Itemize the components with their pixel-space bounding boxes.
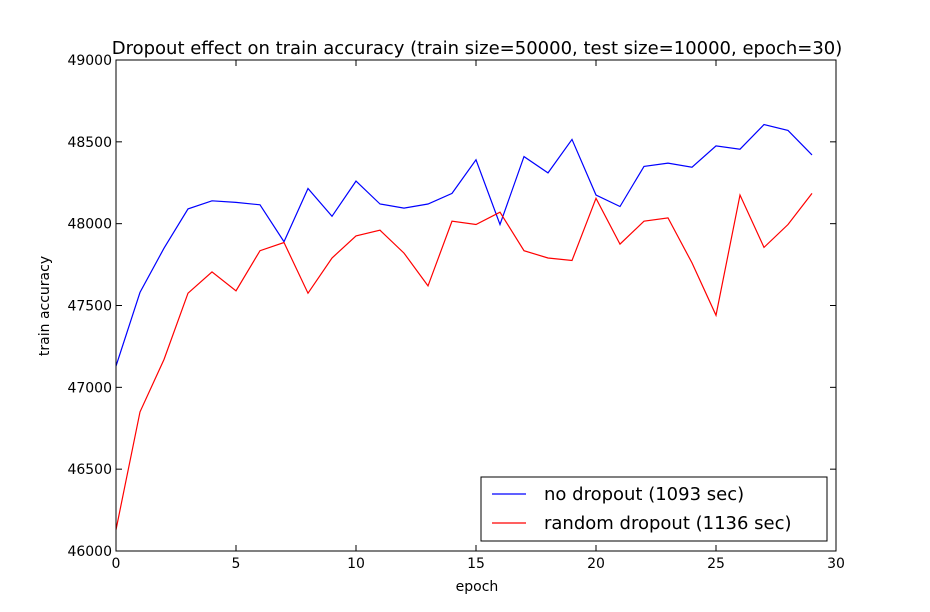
y-tick-label: 46500 <box>67 462 112 478</box>
x-tick-label: 10 <box>347 556 365 572</box>
legend-box <box>480 476 828 542</box>
y-axis-title: train accuracy <box>37 256 53 356</box>
legend-label-2: random dropout (1136 sec) <box>544 513 792 534</box>
series-line-2 <box>115 193 813 530</box>
y-tick-label: 49000 <box>67 53 112 69</box>
legend: no dropout (1093 sec) random dropout (113… <box>480 476 828 542</box>
x-tick-label: 30 <box>827 556 845 572</box>
chart-title: Dropout effect on train accuracy (train … <box>112 38 843 59</box>
axis-ticks: 0 5 10 15 20 25 30 46000 46500 47000 47500 48000 485… <box>67 53 844 572</box>
series-line-1 <box>115 123 813 367</box>
x-tick-label: 15 <box>467 556 485 572</box>
x-axis-title: epoch <box>456 579 499 595</box>
x-tick-label: 25 <box>707 556 725 572</box>
y-tick-label: 48500 <box>67 135 112 151</box>
y-tick-label: 46000 <box>67 544 112 560</box>
series-layer <box>115 123 813 530</box>
x-tick-label: 5 <box>232 556 241 572</box>
y-tick-label: 48000 <box>67 217 112 233</box>
y-tick-label: 47000 <box>67 380 112 396</box>
legend-label-1: no dropout (1093 sec) <box>544 484 744 505</box>
x-tick-label: 0 <box>112 556 121 572</box>
x-tick-label: 20 <box>587 556 605 572</box>
y-tick-label: 47500 <box>67 299 112 315</box>
